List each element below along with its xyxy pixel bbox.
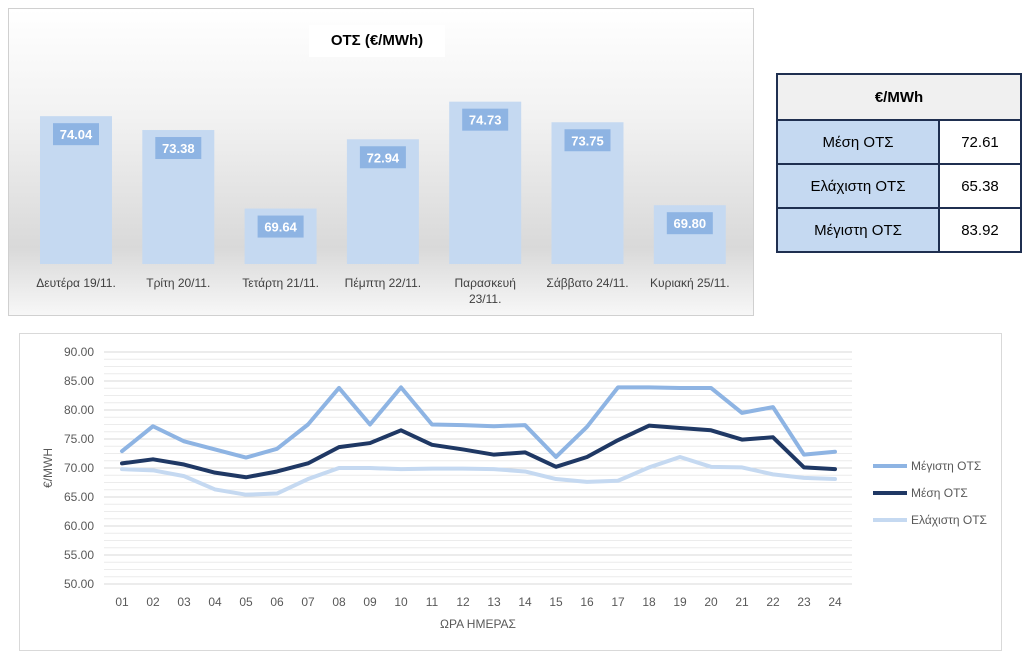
x-tick-label: 16 (580, 595, 594, 609)
summary-row-min: Ελάχιστη ΟΤΣ 65.38 (776, 163, 1022, 209)
bar-chart-title: ΟΤΣ (€/MWh) (309, 25, 445, 57)
x-axis-title: ΩΡΑ ΗΜΕΡΑΣ (440, 617, 516, 631)
x-tick-label: 23 (797, 595, 811, 609)
x-tick-label: 24 (828, 595, 842, 609)
bar-chart-panel: 74.04 Δευτέρα 19/11. 73.38 Τρίτη 20/11. 69.6… (8, 8, 754, 316)
legend-label: Ελάχιστη ΟΤΣ (911, 513, 987, 527)
x-tick-label: 13 (487, 595, 501, 609)
bar-value-label: 72.94 (367, 150, 400, 165)
x-tick-label: 21 (735, 595, 749, 609)
x-tick-label: 09 (363, 595, 377, 609)
summary-value-mean: 72.61 (938, 119, 1022, 165)
x-tick-label: 22 (766, 595, 780, 609)
x-tick-label: 07 (301, 595, 315, 609)
bar-value-label: 74.73 (469, 113, 502, 128)
y-tick-label: 55.00 (64, 548, 94, 562)
bar-chart-svg: 74.04 Δευτέρα 19/11. 73.38 Τρίτη 20/11. 69.6… (36, 101, 730, 306)
line-chart-svg: 50.00 55.00 60.00 65.00 70.00 75.00 80.00 85.00… (41, 345, 987, 631)
x-tick-label: 04 (208, 595, 222, 609)
y-tick-label: 85.00 (64, 374, 94, 388)
x-tick-label: 10 (394, 595, 408, 609)
summary-value-max: 83.92 (938, 207, 1022, 253)
x-tick-label: 06 (270, 595, 284, 609)
x-tick-label: 14 (518, 595, 532, 609)
y-tick-label: 60.00 (64, 519, 94, 533)
bar-category-label: Σάββατο 24/11. (546, 276, 628, 290)
summary-value-min: 65.38 (938, 163, 1022, 209)
series-line (120, 454, 837, 497)
bar-value-label-bg (462, 108, 509, 131)
bar-value-label-bg (359, 146, 406, 169)
summary-label-mean: Μέση ΟΤΣ (776, 119, 940, 165)
x-tick-label: 08 (332, 595, 346, 609)
bar-category-label: 23/11. (469, 292, 501, 306)
bar-value-label-bg (564, 129, 611, 152)
bar-value-label: 73.75 (571, 133, 604, 148)
series-line (120, 423, 837, 480)
bar-category-label: Παρασκευή (455, 276, 516, 290)
y-tick-label: 80.00 (64, 403, 94, 417)
x-tick-label: 05 (239, 595, 253, 609)
summary-table-header-row: €/MWh (776, 73, 1022, 121)
line-chart-panel: 50.00 55.00 60.00 65.00 70.00 75.00 80.00 85.00… (19, 333, 1002, 651)
x-tick-label: 18 (642, 595, 656, 609)
bar-value-label: 69.80 (674, 216, 707, 231)
summary-table: €/MWh Μέση ΟΤΣ 72.61 Ελάχιστη ΟΤΣ 65.38 … (776, 73, 1022, 253)
bar-value-label-bg (53, 123, 99, 146)
series-line (120, 385, 837, 460)
x-tick-label: 17 (611, 595, 625, 609)
x-tick-label: 20 (704, 595, 718, 609)
summary-label-min: Ελάχιστη ΟΤΣ (776, 163, 940, 209)
summary-table-header: €/MWh (776, 73, 1022, 121)
x-tick-label: 03 (177, 595, 191, 609)
bar-value-label-bg (257, 215, 304, 238)
bar-category-label: Τετάρτη 21/11. (242, 276, 319, 290)
bar-category-label: Πέμπτη 22/11. (345, 276, 421, 290)
bar-value-label: 69.64 (264, 220, 297, 235)
y-tick-label: 70.00 (64, 461, 94, 475)
bar-value-label: 73.38 (162, 141, 195, 156)
bar-value-label: 74.04 (60, 127, 93, 142)
x-tick-label: 11 (426, 595, 439, 609)
x-tick-label: 15 (549, 595, 563, 609)
y-tick-label: 90.00 (64, 345, 94, 359)
summary-row-mean: Μέση ΟΤΣ 72.61 (776, 119, 1022, 165)
bar-category-label: Κυριακή 25/11. (650, 276, 729, 290)
y-tick-label: 65.00 (64, 490, 94, 504)
x-tick-label: 01 (115, 595, 129, 609)
x-tick-label: 12 (456, 595, 470, 609)
bar-value-label-bg (666, 212, 713, 235)
y-tick-label: 75.00 (64, 432, 94, 446)
bar-value-label-bg (155, 137, 202, 160)
x-tick-label: 02 (146, 595, 160, 609)
legend-label: Μέση ΟΤΣ (911, 486, 968, 500)
x-tick-label: 19 (673, 595, 687, 609)
bar-category-label: Δευτέρα 19/11. (36, 276, 116, 290)
y-axis-title: €/MWH (41, 448, 55, 488)
y-tick-label: 50.00 (64, 577, 94, 591)
summary-row-max: Μέγιστη ΟΤΣ 83.92 (776, 207, 1022, 253)
legend-label: Μέγιστη ΟΤΣ (911, 459, 981, 473)
summary-label-max: Μέγιστη ΟΤΣ (776, 207, 940, 253)
bar-category-label: Τρίτη 20/11. (146, 276, 210, 290)
